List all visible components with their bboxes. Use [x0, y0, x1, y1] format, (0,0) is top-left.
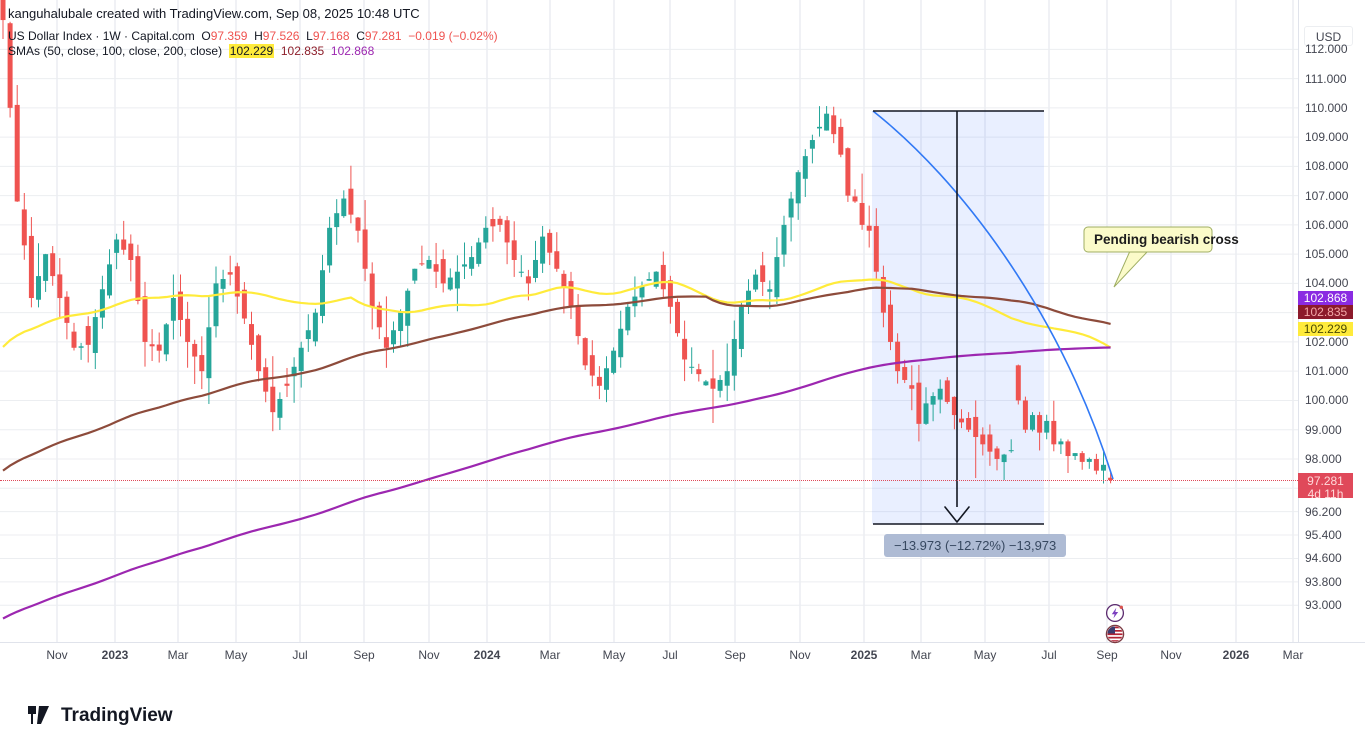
- svg-text:Pending bearish cross: Pending bearish cross: [1094, 232, 1239, 247]
